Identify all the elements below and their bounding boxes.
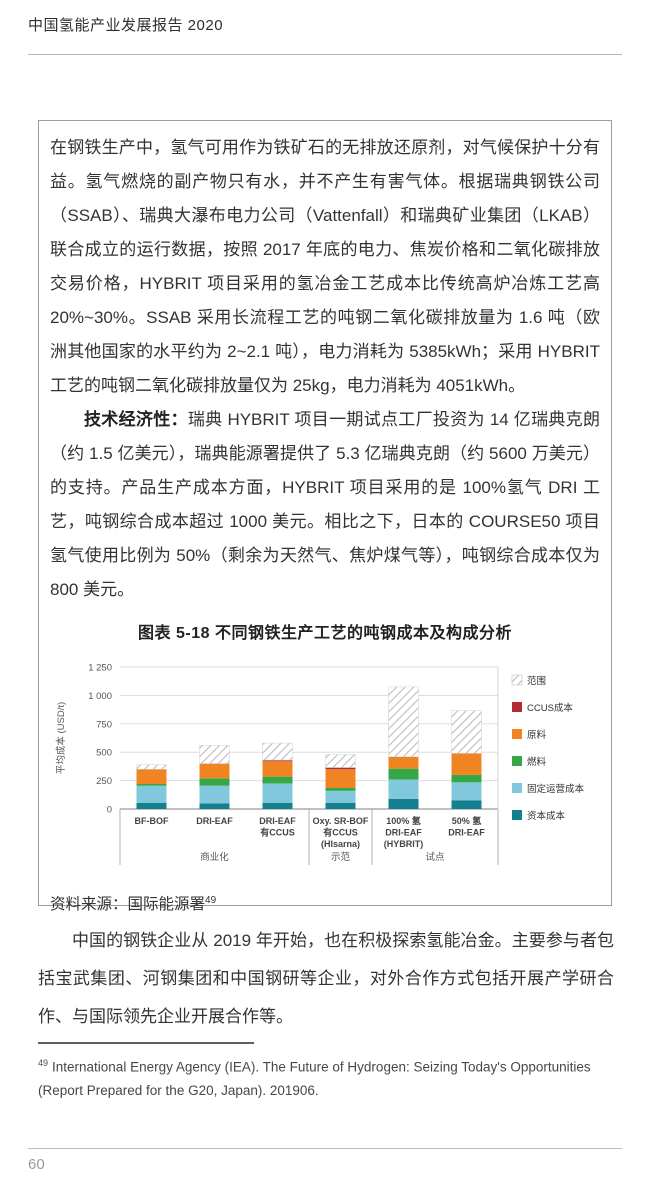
svg-text:DRI-EAF: DRI-EAF — [448, 828, 485, 838]
svg-text:DRI-EAF: DRI-EAF — [259, 816, 296, 826]
footnote-divider — [38, 1042, 254, 1044]
svg-text:50% 氢: 50% 氢 — [452, 815, 482, 826]
body-paragraph: 中国的钢铁企业从 2019 年开始，也在积极探索氢能冶金。主要参与者包括宝武集团… — [38, 931, 614, 1026]
svg-text:试点: 试点 — [425, 851, 445, 863]
svg-text:示范: 示范 — [331, 851, 351, 863]
svg-text:范围: 范围 — [527, 675, 546, 687]
paragraph-rest: 瑞典 HYBRIT 项目一期试点工厂投资为 14 亿瑞典克朗（约 1.5 亿美元… — [50, 410, 600, 599]
svg-text:固定运营成本: 固定运营成本 — [527, 783, 585, 795]
figure-caption: 图表 5-18 不同钢铁生产工艺的吨钢成本及构成分析 — [138, 625, 512, 642]
svg-text:DRI-EAF: DRI-EAF — [196, 816, 233, 826]
svg-text:BF-BOF: BF-BOF — [135, 816, 169, 826]
footnote-marker: 49 — [38, 1058, 49, 1068]
svg-text:1 000: 1 000 — [88, 691, 112, 702]
highlight-box: 在钢铁生产中，氢气可用作为铁矿石的无排放还原剂，对气候保护十分有益。氢气燃烧的副… — [38, 120, 612, 913]
svg-text:平均成本 (USD/t): 平均成本 (USD/t) — [55, 702, 67, 774]
svg-text:有CCUS: 有CCUS — [260, 827, 295, 838]
svg-text:500: 500 — [96, 748, 112, 759]
svg-text:有CCUS: 有CCUS — [323, 827, 358, 838]
svg-text:100% 氢: 100% 氢 — [386, 815, 421, 826]
svg-text:0: 0 — [107, 805, 112, 816]
svg-text:250: 250 — [96, 776, 112, 787]
stacked-bar-chart: 0 250 500 750 1 000 1 250 平均成本 (USD/t) BF-BOF DR… — [50, 651, 600, 888]
svg-text:CCUS成本: CCUS成本 — [527, 702, 573, 714]
svg-text:750: 750 — [96, 719, 112, 730]
document-header-title: 中国氢能产业发展报告 2020 — [28, 17, 224, 34]
svg-text:资本成本: 资本成本 — [527, 810, 566, 822]
svg-text:原料: 原料 — [527, 729, 547, 741]
chart-canvas: 0 250 500 750 1 000 1 250 平均成本 (USD/t) BF-BOF DR… — [55, 663, 585, 865]
svg-text:(HYBRIT): (HYBRIT) — [384, 839, 424, 849]
footnote: 49 International Energy Agency (IEA). The… — [38, 1052, 626, 1102]
source-attribution: 资料来源：国际能源署49 — [50, 894, 217, 913]
footnote-text: International Energy Agency (IEA). The F… — [38, 1059, 591, 1098]
header-divider — [28, 54, 622, 55]
svg-text:DRI-EAF: DRI-EAF — [385, 828, 422, 838]
svg-text:Oxy. SR-BOF: Oxy. SR-BOF — [313, 816, 369, 826]
box-paragraph-2: 技术经济性：瑞典 HYBRIT 项目一期试点工厂投资为 14 亿瑞典克朗（约 1… — [50, 403, 600, 607]
svg-text:商业化: 商业化 — [200, 851, 229, 863]
svg-text:燃料: 燃料 — [527, 756, 547, 768]
svg-text:1 250: 1 250 — [88, 663, 112, 674]
footnote-reference: 49 — [205, 894, 217, 906]
footer-divider — [28, 1148, 622, 1149]
box-paragraph-1: 在钢铁生产中，氢气可用作为铁矿石的无排放还原剂，对气候保护十分有益。氢气燃烧的副… — [50, 138, 600, 395]
paragraph-lead: 技术经济性： — [84, 410, 188, 429]
svg-text:(HIsarna): (HIsarna) — [321, 839, 360, 849]
page-number: 60 — [28, 1156, 45, 1173]
